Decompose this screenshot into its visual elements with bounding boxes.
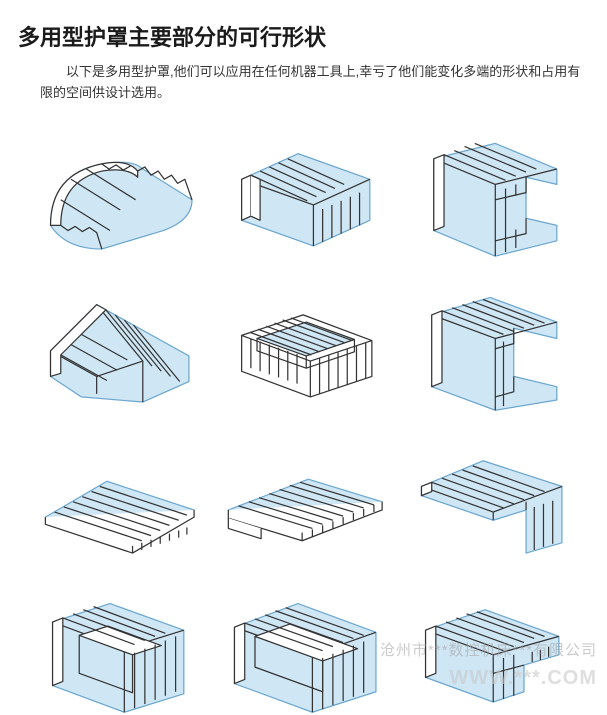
diagram-gable-bellows: [30, 279, 204, 412]
diagram-wide-u-bellows: [216, 581, 390, 714]
diagram-c-right-bellows: [403, 128, 577, 261]
page-title: 多用型护罩主要部分的可行形状: [0, 0, 607, 52]
diagram-c-right-open-bellows: [403, 279, 577, 412]
diagram-grid: [0, 104, 607, 674]
diagram-u-channel-bellows: [30, 581, 204, 714]
diagram-low-flat-bellows: [216, 430, 390, 563]
diagram-rect-tube-bellows: [216, 279, 390, 412]
diagram-flat-top-bellows: [216, 128, 390, 261]
diagram-l-step-bellows: [403, 581, 577, 714]
diagram-arch-bellows: [30, 128, 204, 261]
diagram-j-right-bellows: [403, 430, 577, 563]
intro-text: 以下是多用型护罩,他们可以应用在任何机器工具上,幸亏了他们能变化多端的形状和占用…: [0, 52, 607, 104]
diagram-flat-sheet-bellows: [30, 430, 204, 563]
